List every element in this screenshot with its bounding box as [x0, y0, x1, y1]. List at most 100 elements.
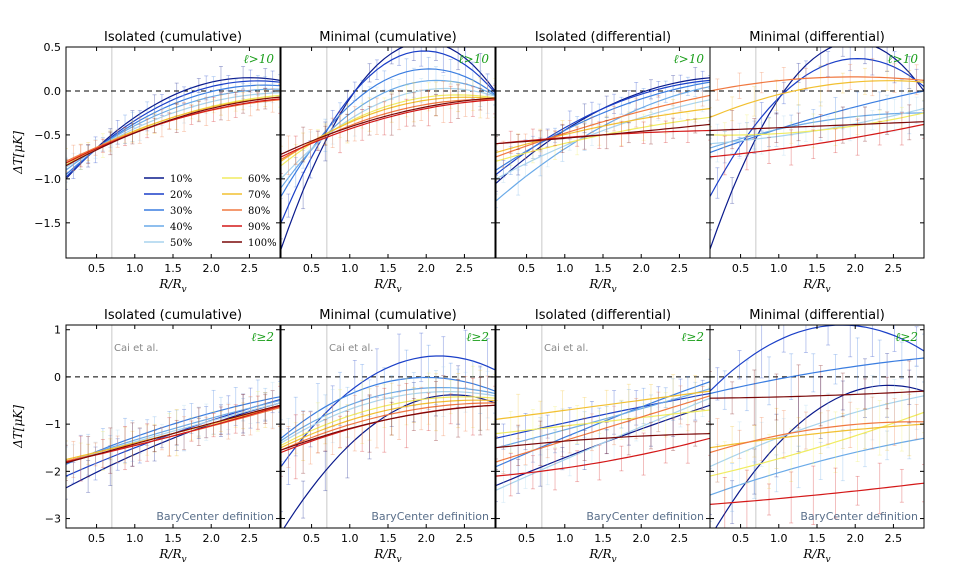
- reference-note: Cai et al.: [544, 343, 588, 354]
- series-line-100pct: [496, 433, 710, 449]
- x-axis-label-sub: v: [397, 285, 402, 295]
- x-tick-label: 2.5: [671, 262, 689, 275]
- series-line-50pct: [496, 99, 710, 180]
- definition-label: BaryCenter definition: [156, 510, 274, 523]
- series-line-100pct: [281, 404, 495, 451]
- series-line-80pct: [281, 99, 495, 161]
- series-line-100pct: [66, 404, 280, 464]
- legend-label: 70%: [248, 190, 270, 201]
- y-tick-label: −0.5: [34, 129, 61, 142]
- x-tick-label: 2.5: [885, 532, 903, 545]
- legend-label: 80%: [248, 206, 270, 217]
- definition-label: BaryCenter definition: [800, 510, 918, 523]
- series-line-10pct: [496, 404, 710, 487]
- series-line-20pct: [281, 50, 495, 224]
- x-tick-label: 2.0: [846, 262, 864, 275]
- x-axis-label-main: R/R: [802, 547, 825, 561]
- x-axis-label-sub: v: [397, 555, 402, 565]
- x-axis-label: R/Rv: [158, 277, 186, 295]
- panel-frame: [709, 46, 925, 259]
- x-tick-label: 0.5: [518, 262, 536, 275]
- series-line-70pct: [66, 96, 280, 164]
- series-line-30pct: [496, 81, 710, 171]
- series-line-90pct: [710, 482, 924, 505]
- plot-area: [281, 329, 495, 528]
- plot-area: [710, 47, 924, 258]
- x-axis-label-sub: v: [612, 555, 617, 565]
- y-tick-label: 0: [54, 371, 61, 384]
- x-tick-label: 0.5: [732, 262, 750, 275]
- series-line-40pct: [710, 112, 924, 149]
- x-tick-label: 1.0: [556, 262, 574, 275]
- x-axis-label-sub: v: [182, 555, 187, 565]
- x-axis-label-main: R/R: [802, 277, 825, 291]
- plot-area: [710, 325, 924, 528]
- y-tick-label: 1: [54, 324, 61, 337]
- x-tick-label: 2.5: [671, 532, 689, 545]
- x-tick-label: 2.0: [632, 262, 650, 275]
- legend-label: 60%: [248, 174, 270, 185]
- multipole-label: ℓ≥2: [681, 330, 704, 344]
- x-axis-label: R/Rv: [373, 277, 401, 295]
- plot-area: [496, 358, 710, 503]
- series-line-40pct: [66, 399, 280, 463]
- panel-title: Minimal (differential): [749, 30, 885, 45]
- x-axis-label-main: R/R: [373, 277, 396, 291]
- x-tick-label: 2.0: [417, 532, 435, 545]
- panel-title: Isolated (cumulative): [104, 30, 242, 45]
- x-tick-label: 2.0: [632, 532, 650, 545]
- multipole-label: ℓ>10: [244, 52, 275, 66]
- y-tick-label: −3: [45, 513, 61, 526]
- series-line-90pct: [66, 405, 280, 463]
- x-axis-label: R/Rv: [588, 547, 616, 565]
- series-line-60pct: [66, 94, 280, 166]
- legend-label: 10%: [170, 174, 192, 185]
- x-axis-label-sub: v: [826, 555, 831, 565]
- legend-label: 30%: [170, 206, 192, 217]
- y-tick-label: −1.5: [34, 217, 61, 230]
- series-line-90pct: [66, 98, 280, 164]
- y-axis-label: ΔT[μK]: [11, 131, 25, 175]
- series-line-90pct: [496, 437, 710, 477]
- x-tick-label: 1.0: [556, 532, 574, 545]
- series-line-10pct: [66, 77, 280, 180]
- x-tick-label: 1.5: [808, 532, 826, 545]
- series-line-50pct: [281, 87, 495, 180]
- series-line-60pct: [710, 411, 924, 477]
- series-line-80pct: [710, 76, 924, 92]
- panel: Isolated (cumulative) 0.5 1.0 1.5 2.0 2.5 R/Rv…: [65, 308, 281, 565]
- x-tick-label: 1.0: [126, 262, 144, 275]
- x-tick-label: 2.5: [456, 262, 474, 275]
- x-tick-label: 0.5: [303, 262, 321, 275]
- x-axis-label-sub: v: [182, 285, 187, 295]
- x-axis-label-main: R/R: [158, 547, 181, 561]
- x-axis-label: R/Rv: [588, 277, 616, 295]
- legend-label: 50%: [170, 238, 192, 249]
- series-line-50pct: [66, 402, 280, 463]
- x-axis-label: R/Rv: [802, 547, 830, 565]
- panel: Minimal (cumulative) 0.5 1.0 1.5 2.0 2.5 R/Rv ℓ…: [280, 30, 496, 295]
- series-line-30pct: [66, 396, 280, 465]
- panel: Isolated (cumulative) 0.5 1.0 1.5 2.0 2.5 R/Rv…: [65, 30, 281, 295]
- series-line-30pct: [281, 376, 495, 439]
- x-tick-label: 2.5: [241, 262, 259, 275]
- y-tick-label: 0.5: [44, 41, 62, 54]
- series-line-100pct: [496, 123, 710, 145]
- series-line-20pct: [281, 355, 495, 467]
- x-tick-label: 0.5: [88, 532, 106, 545]
- series-line-20pct: [710, 57, 924, 197]
- series-line-50pct: [496, 397, 710, 491]
- multipole-label: ℓ>10: [459, 52, 490, 66]
- x-tick-label: 1.5: [164, 532, 182, 545]
- x-tick-label: 0.5: [88, 262, 106, 275]
- series-line-60pct: [496, 116, 710, 162]
- legend-label: 90%: [248, 222, 270, 233]
- y-tick-label: 0.0: [44, 85, 62, 98]
- definition-label: BaryCenter definition: [371, 510, 489, 523]
- series-line-60pct: [281, 396, 495, 446]
- x-tick-label: 0.5: [303, 532, 321, 545]
- panel: Isolated (differential) 0.5 1.0 1.5 2.0 2.5 R/…: [495, 308, 711, 565]
- panel-frame: [495, 324, 711, 529]
- x-axis-label: R/Rv: [158, 547, 186, 565]
- series-line-10pct: [66, 402, 280, 489]
